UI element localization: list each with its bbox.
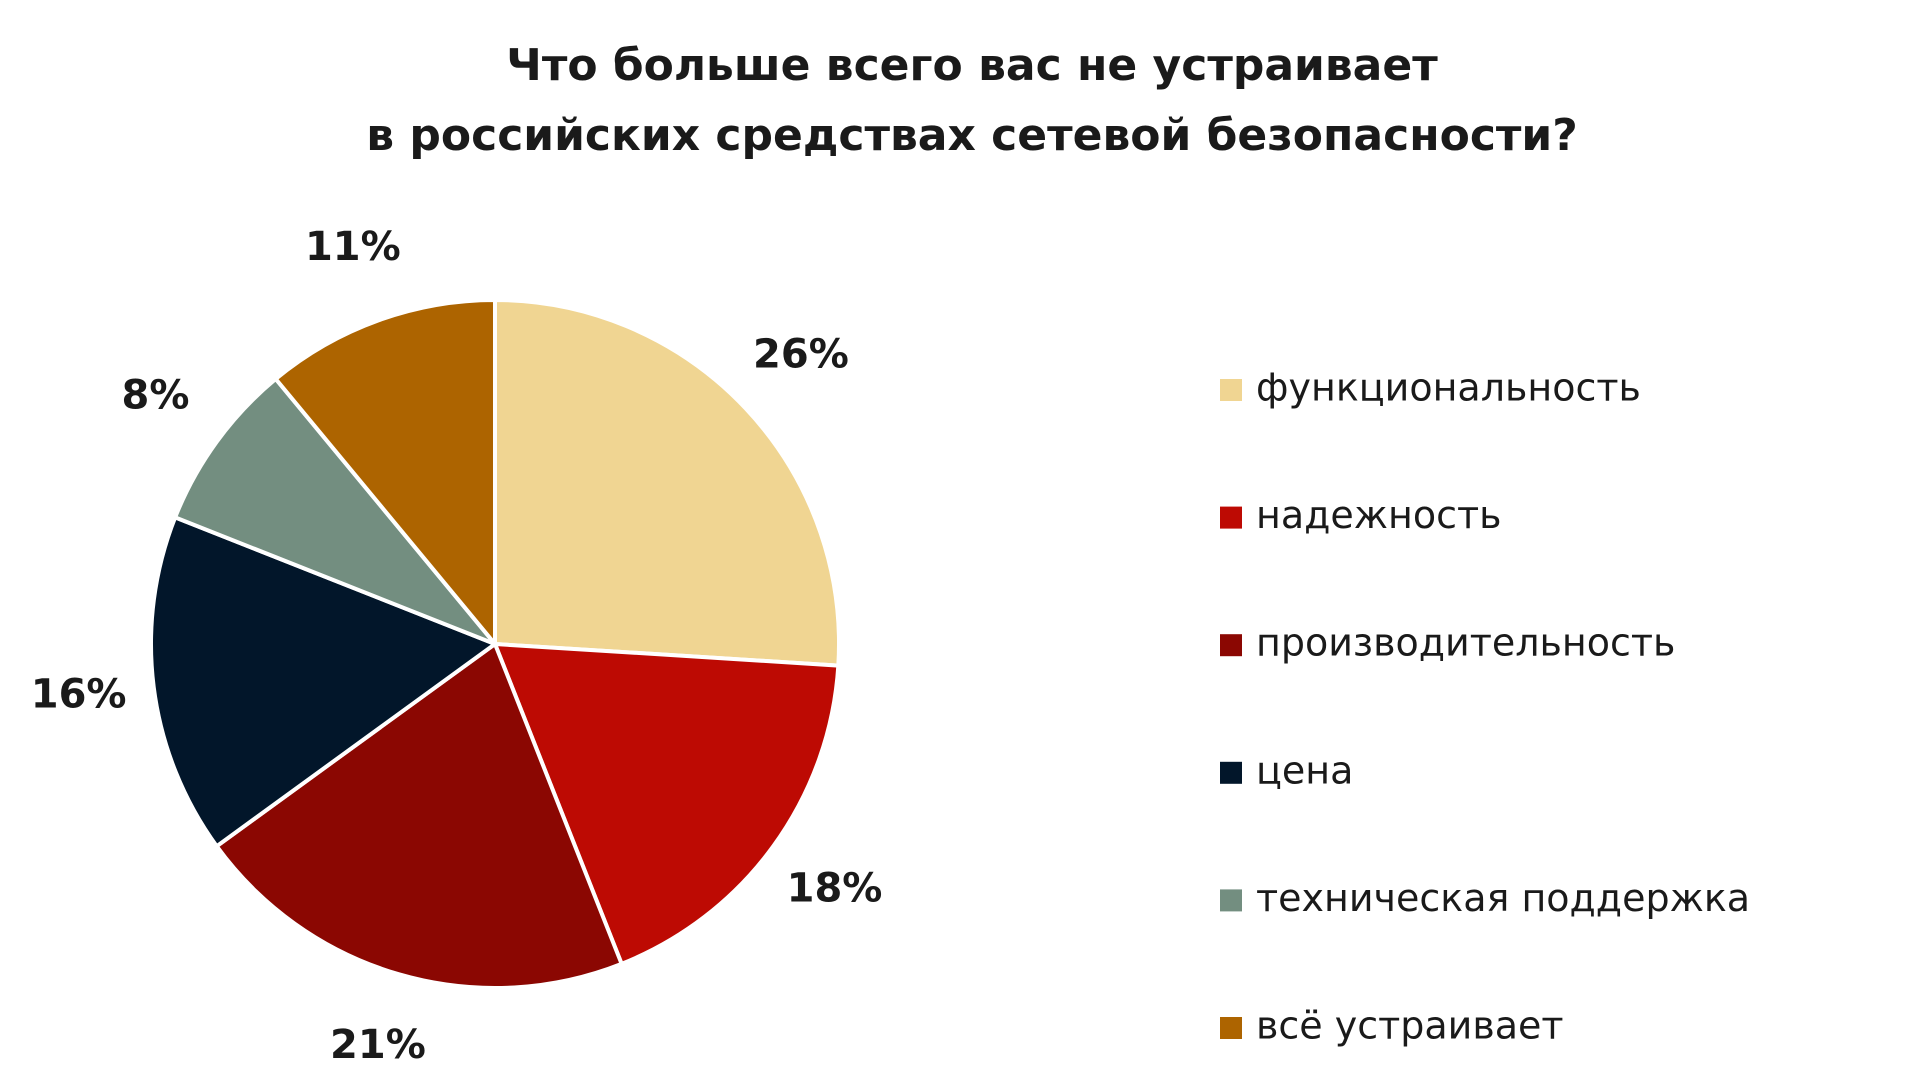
pie-slice bbox=[272, 297, 497, 650]
legend-swatch bbox=[1220, 634, 1242, 657]
pie-slice bbox=[491, 641, 841, 967]
data-label: 18% bbox=[787, 866, 883, 912]
legend-swatch bbox=[1220, 889, 1242, 912]
legend-swatch bbox=[1220, 761, 1242, 784]
data-label: 8% bbox=[122, 372, 190, 418]
legend-label: функциональность bbox=[1256, 366, 1641, 410]
data-label: 16% bbox=[31, 672, 127, 718]
legend-swatch bbox=[1220, 379, 1242, 401]
legend-swatch bbox=[1220, 1017, 1242, 1039]
chart-title: в российских средствах сетевой безопасно… bbox=[366, 110, 1578, 161]
legend-swatch bbox=[1220, 506, 1242, 529]
legend-label: цена bbox=[1256, 748, 1353, 792]
data-label: 11% bbox=[305, 224, 401, 270]
pie-slice bbox=[213, 640, 625, 990]
legend-label: производительность bbox=[1256, 621, 1675, 665]
chart-title: Что больше всего вас не устраивает bbox=[506, 40, 1438, 91]
legend-label: надежность bbox=[1256, 493, 1502, 537]
legend-label: техническая поддержка bbox=[1256, 876, 1750, 920]
data-label: 26% bbox=[753, 332, 849, 378]
pie-slice bbox=[149, 514, 500, 849]
pie-slice bbox=[172, 376, 497, 646]
data-label: 21% bbox=[330, 1022, 426, 1068]
pie-slice bbox=[493, 297, 841, 668]
legend-label: всё устраивает bbox=[1256, 1004, 1564, 1048]
